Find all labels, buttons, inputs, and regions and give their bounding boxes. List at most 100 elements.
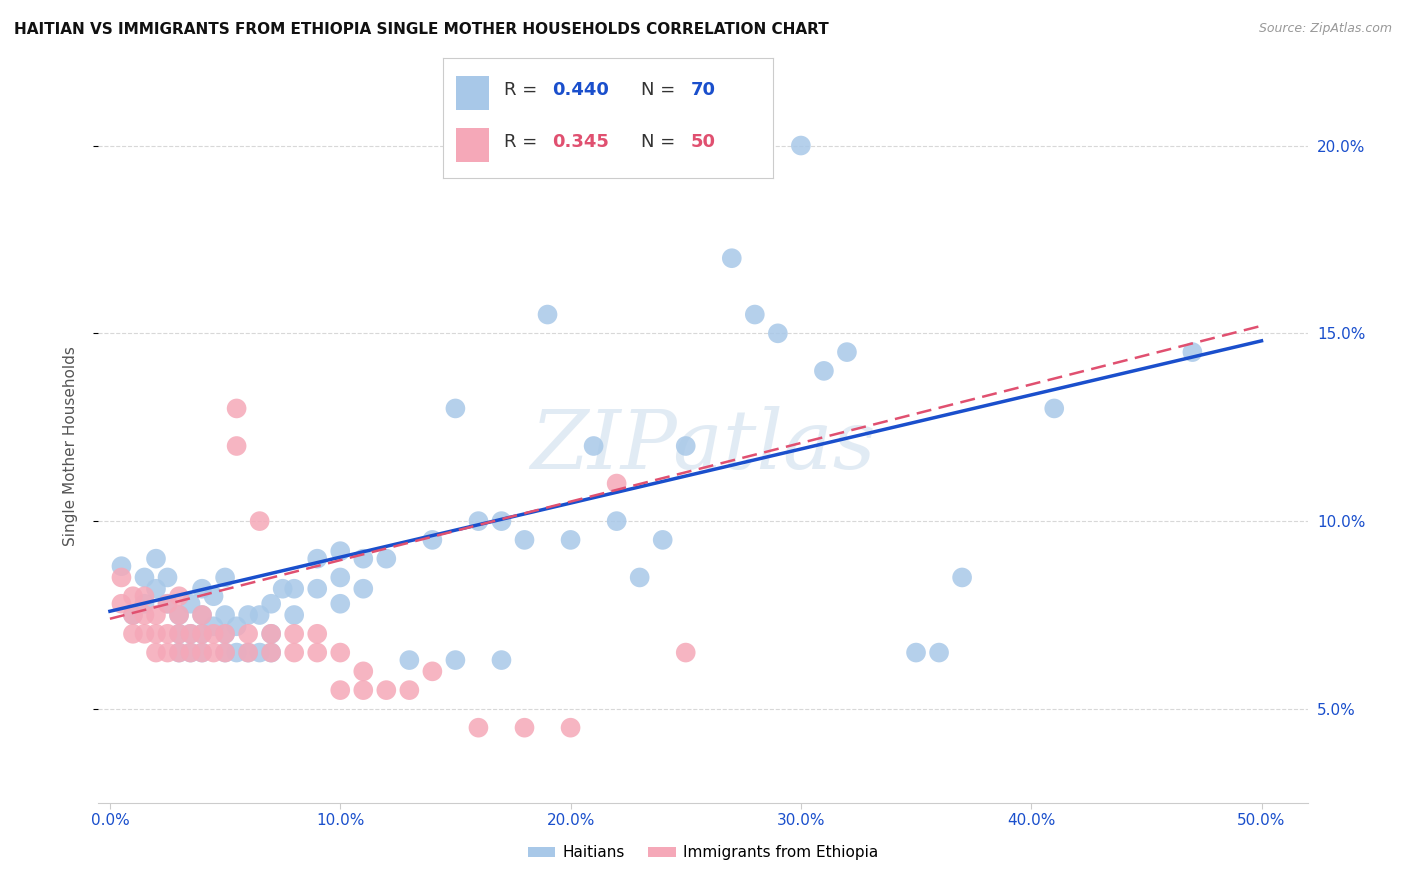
Point <box>167 627 190 641</box>
Point <box>191 627 214 641</box>
Text: 70: 70 <box>690 81 716 100</box>
Point <box>167 646 190 660</box>
Point <box>134 589 156 603</box>
Point <box>1043 401 1066 416</box>
Point <box>905 646 928 660</box>
Point <box>180 627 202 641</box>
Legend: Haitians, Immigrants from Ethiopia: Haitians, Immigrants from Ethiopia <box>522 839 884 866</box>
Point <box>766 326 789 341</box>
Point <box>249 607 271 622</box>
Point <box>260 646 283 660</box>
Point <box>283 646 305 660</box>
Point <box>329 646 352 660</box>
Point <box>122 589 145 603</box>
Point <box>167 627 190 641</box>
Text: 50: 50 <box>690 133 716 152</box>
Point <box>720 251 742 265</box>
Point <box>145 627 167 641</box>
Text: 0.440: 0.440 <box>553 81 609 100</box>
Point <box>134 597 156 611</box>
Point <box>202 646 225 660</box>
Point <box>352 582 374 596</box>
Point <box>307 646 329 660</box>
Point <box>744 308 766 322</box>
Point <box>225 619 247 633</box>
Text: 0.345: 0.345 <box>553 133 609 152</box>
Point <box>467 721 489 735</box>
Point <box>560 721 582 735</box>
Point <box>790 138 813 153</box>
Point <box>236 607 259 622</box>
Point <box>422 665 444 679</box>
Text: R =: R = <box>503 81 537 100</box>
Point <box>145 646 167 660</box>
Point <box>249 514 271 528</box>
Point <box>813 364 835 378</box>
Point <box>110 597 132 611</box>
Point <box>675 439 697 453</box>
Point <box>214 627 236 641</box>
Point <box>606 476 628 491</box>
Point <box>352 683 374 698</box>
Point <box>283 607 305 622</box>
Point <box>444 653 467 667</box>
Point <box>122 607 145 622</box>
Point <box>110 559 132 574</box>
Point <box>307 551 329 566</box>
Point <box>249 646 271 660</box>
Point <box>260 646 283 660</box>
Point <box>122 607 145 622</box>
Point <box>651 533 673 547</box>
FancyBboxPatch shape <box>456 76 489 110</box>
Point <box>134 627 156 641</box>
Point <box>167 607 190 622</box>
Point <box>375 683 398 698</box>
Point <box>191 646 214 660</box>
Point <box>180 646 202 660</box>
Point <box>352 551 374 566</box>
Point <box>467 514 489 528</box>
Point <box>191 607 214 622</box>
Text: ZIPatlas: ZIPatlas <box>530 406 876 486</box>
Point <box>606 514 628 528</box>
Point <box>375 551 398 566</box>
Point <box>329 597 352 611</box>
Point <box>202 589 225 603</box>
Point <box>225 439 247 453</box>
Point <box>260 627 283 641</box>
Point <box>156 597 179 611</box>
Point <box>491 653 513 667</box>
Point <box>122 627 145 641</box>
Point <box>928 646 950 660</box>
Text: Source: ZipAtlas.com: Source: ZipAtlas.com <box>1258 22 1392 36</box>
Point <box>214 627 236 641</box>
Point <box>110 570 132 584</box>
Point <box>835 345 858 359</box>
Point <box>156 597 179 611</box>
Point <box>225 646 247 660</box>
Point <box>422 533 444 547</box>
Point <box>236 627 259 641</box>
Text: N =: N = <box>641 81 675 100</box>
Point <box>260 627 283 641</box>
Point <box>283 627 305 641</box>
Point <box>191 646 214 660</box>
Point <box>167 607 190 622</box>
Point <box>191 627 214 641</box>
Point <box>283 582 305 596</box>
FancyBboxPatch shape <box>456 128 489 161</box>
Point <box>180 646 202 660</box>
Point <box>444 401 467 416</box>
Point <box>180 597 202 611</box>
Point <box>628 570 651 584</box>
Point <box>167 646 190 660</box>
Point <box>307 627 329 641</box>
Y-axis label: Single Mother Households: Single Mother Households <box>63 346 77 546</box>
Point <box>513 533 536 547</box>
Point <box>398 683 420 698</box>
Point <box>214 646 236 660</box>
Point <box>271 582 294 596</box>
Point <box>560 533 582 547</box>
Point <box>156 646 179 660</box>
Point <box>329 544 352 558</box>
